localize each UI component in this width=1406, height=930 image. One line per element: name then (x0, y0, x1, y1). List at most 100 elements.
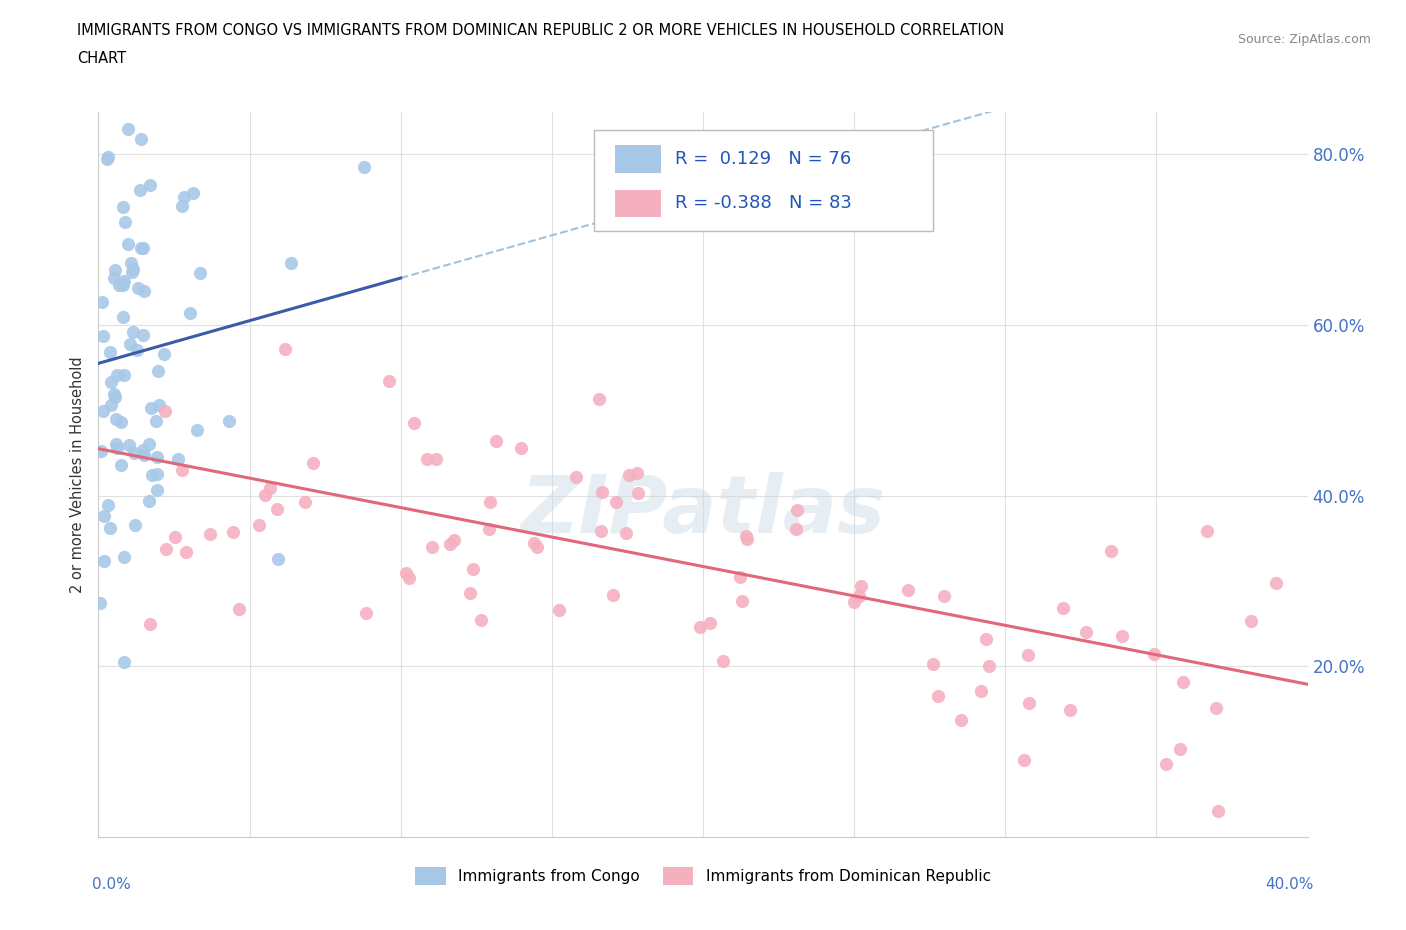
Text: 0.0%: 0.0% (93, 877, 131, 892)
Point (148, 398, 170, 413)
Point (131, 131, 153, 146)
Point (139, 401, 162, 416)
Point (602, 588, 624, 603)
Point (97, 498, 120, 512)
Point (125, 342, 148, 357)
Point (280, 255, 302, 270)
Point (104, 390, 127, 405)
Point (145, 467, 167, 482)
Point (174, 545, 197, 560)
Point (132, 241, 155, 256)
Point (118, 337, 141, 352)
Point (979, 658, 1001, 673)
Point (1017, 648, 1039, 663)
Point (974, 632, 997, 647)
Point (98, 345, 121, 360)
Point (141, 467, 163, 482)
Point (689, 620, 711, 635)
Point (699, 616, 721, 631)
Point (711, 654, 734, 669)
Point (121, 264, 143, 279)
Point (138, 437, 160, 452)
Point (228, 602, 250, 617)
Point (146, 364, 169, 379)
FancyBboxPatch shape (595, 130, 932, 232)
Point (588, 392, 610, 406)
Point (377, 374, 399, 389)
Point (89, 595, 111, 610)
Point (104, 412, 127, 427)
Point (181, 186, 204, 201)
Point (110, 415, 132, 430)
Point (927, 688, 949, 703)
Point (98, 520, 121, 535)
Point (111, 277, 134, 292)
Point (353, 160, 375, 175)
Point (1206, 804, 1229, 818)
Point (121, 325, 143, 339)
Point (1052, 601, 1074, 616)
Point (111, 310, 134, 325)
Point (614, 525, 637, 540)
Point (107, 277, 129, 292)
Point (425, 451, 447, 466)
Point (129, 182, 152, 197)
Point (91, 404, 114, 418)
Point (1170, 742, 1192, 757)
Point (848, 588, 870, 603)
Point (145, 414, 167, 429)
Point (478, 495, 501, 510)
Point (100, 375, 122, 390)
Point (188, 265, 211, 280)
Point (617, 468, 640, 483)
Point (93, 553, 115, 568)
Point (851, 578, 873, 593)
Point (478, 522, 501, 537)
Point (132, 448, 155, 463)
Point (139, 178, 162, 193)
Point (934, 589, 956, 604)
Point (110, 458, 132, 473)
Point (112, 273, 135, 288)
Point (526, 539, 548, 554)
Point (122, 445, 145, 460)
Point (96, 149, 118, 164)
Point (117, 121, 139, 136)
Point (922, 657, 945, 671)
Point (247, 517, 270, 532)
Point (420, 540, 443, 555)
Bar (614, 145, 661, 173)
Point (591, 524, 613, 538)
Point (145, 483, 167, 498)
Point (93, 509, 115, 524)
Point (458, 585, 481, 600)
Point (416, 452, 439, 467)
Point (124, 518, 146, 533)
Point (198, 526, 221, 541)
Bar (614, 190, 661, 217)
Point (274, 342, 297, 357)
Point (186, 422, 208, 437)
Text: CHART: CHART (77, 51, 127, 66)
Point (897, 583, 920, 598)
Point (1143, 646, 1166, 661)
Point (254, 487, 277, 502)
Point (949, 712, 972, 727)
Point (1195, 524, 1218, 538)
Point (91, 329, 114, 344)
Point (153, 347, 176, 362)
Point (461, 562, 484, 577)
Text: IMMIGRANTS FROM CONGO VS IMMIGRANTS FROM DOMINICAN REPUBLIC 2 OR MORE VEHICLES I: IMMIGRANTS FROM CONGO VS IMMIGRANTS FROM… (77, 23, 1004, 38)
Point (103, 271, 125, 286)
Point (735, 531, 758, 546)
Point (1264, 575, 1286, 590)
Point (522, 536, 544, 551)
Point (1018, 696, 1040, 711)
Y-axis label: 2 or more Vehicles in Household: 2 or more Vehicles in Household (70, 356, 86, 592)
Point (302, 456, 325, 471)
Point (1171, 675, 1194, 690)
Text: R = -0.388   N = 83: R = -0.388 N = 83 (675, 194, 852, 212)
Point (107, 367, 129, 382)
Point (1239, 614, 1261, 629)
Point (402, 416, 425, 431)
